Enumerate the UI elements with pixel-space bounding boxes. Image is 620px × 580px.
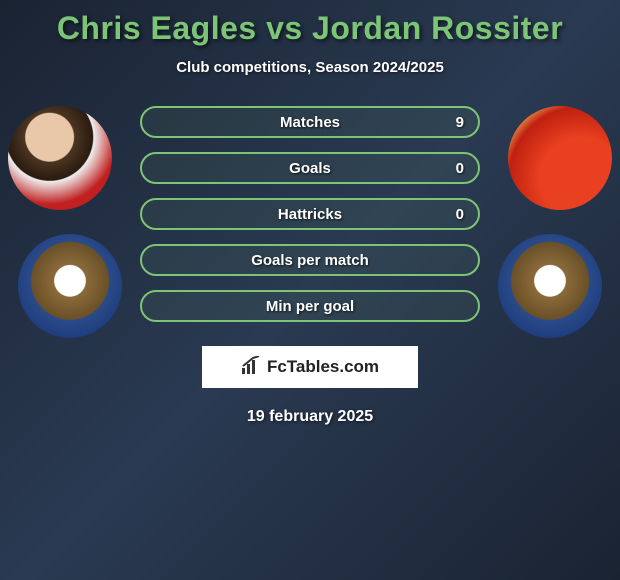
- stat-label: Goals: [142, 160, 478, 177]
- stat-label: Hattricks: [142, 206, 478, 223]
- player1-avatar: [8, 106, 112, 210]
- stat-label: Min per goal: [142, 298, 478, 315]
- chart-icon: [241, 356, 263, 379]
- player1-avatar-image: [8, 106, 112, 210]
- fctables-watermark: FcTables.com: [202, 346, 418, 388]
- fctables-label: FcTables.com: [267, 357, 379, 377]
- comparison-card: Chris Eagles vs Jordan Rossiter Club com…: [0, 0, 620, 426]
- stat-row-matches: Matches 9: [140, 106, 480, 138]
- stat-label: Goals per match: [142, 252, 478, 269]
- date-label: 19 february 2025: [247, 408, 373, 426]
- player2-avatar: [508, 106, 612, 210]
- stat-value-right: 9: [456, 114, 464, 131]
- club-badge-image: [18, 234, 122, 338]
- stats-list: Matches 9 Goals 0 Hattricks 0 Goals per …: [140, 106, 480, 322]
- stat-row-goals-per-match: Goals per match: [140, 244, 480, 276]
- stat-row-goals: Goals 0: [140, 152, 480, 184]
- stat-row-min-per-goal: Min per goal: [140, 290, 480, 322]
- club-badge-image: [498, 234, 602, 338]
- subtitle: Club competitions, Season 2024/2025: [176, 59, 444, 76]
- stat-label: Matches: [142, 114, 478, 131]
- player1-club-badge: [18, 234, 122, 338]
- page-title: Chris Eagles vs Jordan Rossiter: [57, 10, 563, 47]
- stat-value-right: 0: [456, 206, 464, 223]
- stat-value-right: 0: [456, 160, 464, 177]
- main-area: Matches 9 Goals 0 Hattricks 0 Goals per …: [0, 106, 620, 322]
- stat-row-hattricks: Hattricks 0: [140, 198, 480, 230]
- player2-avatar-image: [508, 106, 612, 210]
- player2-club-badge: [498, 234, 602, 338]
